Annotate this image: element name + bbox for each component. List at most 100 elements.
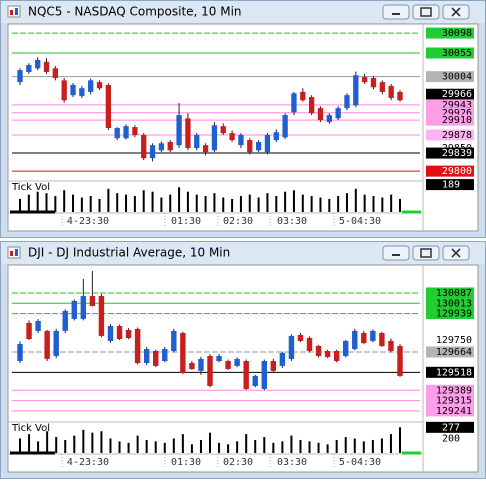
title-bar: [1, 1, 485, 23]
level-label: 29926: [442, 108, 472, 119]
candle-body: [264, 134, 271, 153]
candle-body: [79, 88, 85, 97]
candle-body: [62, 310, 68, 331]
candle-body: [220, 126, 226, 134]
level-label-box: [426, 346, 474, 358]
candle-body: [388, 85, 394, 98]
candle-body: [26, 322, 32, 339]
level-label: 129315: [436, 396, 472, 407]
candle-body: [297, 334, 304, 341]
candle-body: [300, 91, 306, 101]
candle-body: [70, 84, 76, 96]
candle-body: [158, 143, 165, 151]
candle-body: [189, 362, 195, 369]
glyph: [451, 7, 461, 17]
candle-body: [17, 70, 23, 83]
candle-body: [116, 326, 123, 339]
level-label: 29943: [442, 100, 472, 111]
candle-body: [88, 80, 94, 92]
candle-body: [123, 126, 129, 139]
level-label-box: [426, 297, 474, 309]
candle-body: [344, 95, 350, 109]
candle-body: [270, 361, 277, 371]
candle-body: [114, 128, 120, 139]
candle-body: [167, 141, 173, 151]
time-label: 02:30: [223, 457, 253, 468]
candle-body: [326, 115, 332, 123]
minimize-button[interactable]: [382, 245, 410, 261]
restore-button[interactable]: [412, 245, 440, 261]
candle-body: [52, 68, 58, 79]
level-label-box: [426, 405, 474, 417]
chart-window: DJI - DJ Industrial Average, 10 Min 13008…: [0, 241, 486, 479]
candle-body: [125, 329, 132, 339]
time-label: 5-04:30: [339, 457, 381, 468]
glyph: [420, 248, 432, 258]
level-label: 29839: [442, 148, 472, 159]
candle-body: [229, 133, 235, 141]
candle-body: [98, 296, 105, 336]
candle-body: [252, 375, 258, 386]
restore-button[interactable]: [412, 4, 440, 20]
candle-body: [149, 145, 156, 159]
minimize-button[interactable]: [382, 4, 410, 20]
candle-body: [89, 296, 96, 306]
time-label: 4-23:30: [67, 216, 109, 227]
time-label: 01:30: [171, 457, 201, 468]
candle-body: [180, 332, 186, 374]
candle-body: [153, 350, 159, 366]
candle-body: [194, 134, 200, 148]
level-label: 129241: [436, 406, 472, 417]
candle-body: [202, 145, 209, 153]
candle-body: [343, 340, 349, 357]
level-label: 130087: [436, 288, 472, 299]
close-button[interactable]: [442, 4, 470, 20]
candle-body: [71, 300, 77, 319]
candle-body: [352, 330, 358, 350]
time-label: 01:30: [171, 216, 201, 227]
volume-marker-label: 189: [442, 180, 460, 191]
candle-body: [105, 84, 112, 129]
level-label: 29966: [442, 89, 472, 100]
window-icon-bar: [10, 10, 13, 15]
level-label-box: [426, 71, 474, 83]
candle-body: [335, 108, 341, 119]
time-label: 4-23:30: [67, 457, 109, 468]
candle-body: [247, 140, 253, 153]
time-label: 03:30: [277, 457, 307, 468]
level-label: 129518: [436, 367, 472, 378]
level-label: 29910: [442, 115, 472, 126]
title-bar: [1, 242, 485, 264]
candle-body: [353, 75, 359, 106]
level-label-box: [426, 47, 474, 59]
volume-marker-label: 277: [442, 422, 460, 433]
candle-body: [211, 125, 218, 151]
candle-body: [176, 115, 182, 146]
level-label: 30055: [442, 48, 472, 59]
level-label-box: [426, 99, 474, 111]
candle-body: [333, 350, 340, 362]
level-label: 30004: [442, 72, 472, 83]
level-label-box: [426, 395, 474, 407]
level-label-box: [426, 147, 474, 159]
candle-body: [255, 141, 262, 151]
candle-body: [397, 91, 403, 101]
window-icon-bar: [15, 249, 18, 256]
candle-body: [273, 132, 279, 141]
level-label-box: [426, 129, 474, 141]
glyph: [392, 254, 400, 256]
candle-body: [198, 358, 204, 371]
time-label: 5-04:30: [339, 216, 381, 227]
candle-body: [361, 332, 367, 344]
time-label: 02:30: [223, 216, 253, 227]
candle-body: [370, 78, 377, 88]
candle-body: [61, 80, 67, 101]
glyph: [451, 248, 461, 258]
candle-body: [35, 321, 41, 331]
glyph: [420, 7, 432, 17]
close-button[interactable]: [442, 245, 470, 261]
chart-window: NQC5 - NASDAQ Composite, 10 Min 30098 3005…: [0, 0, 486, 238]
candle-body: [388, 340, 394, 351]
candle-body: [44, 330, 50, 359]
